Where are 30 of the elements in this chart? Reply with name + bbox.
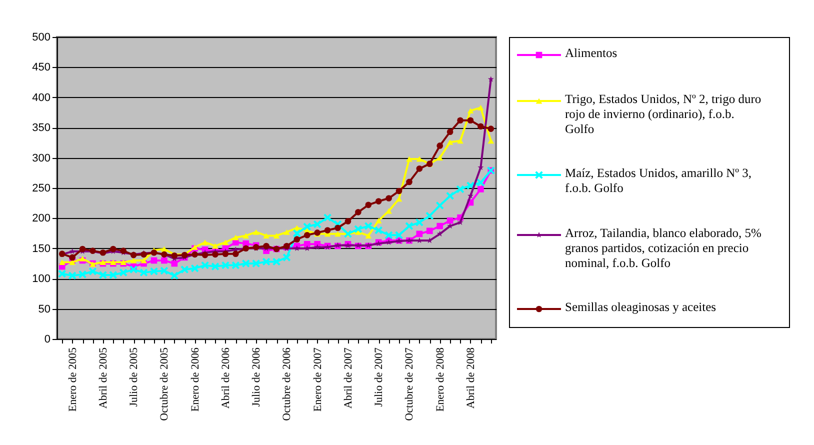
y-tick-label: 300 (32, 152, 50, 164)
x-tick-label: Abril de 2005 (97, 347, 110, 409)
y-tick-label: 150 (32, 242, 50, 255)
legend-label: Trigo, Estados Unidos, Nº 2, trigo duro rojo de invierno (ordinario), f.o.b. Golfo (565, 92, 762, 136)
x-tick-label: Octubre de 2006 (281, 347, 294, 421)
x-tick-label: Enero de 2007 (312, 347, 324, 412)
y-tick-label: 100 (32, 273, 50, 286)
x-tick-label: Julio de 2007 (373, 347, 386, 407)
legend-label: Maíz, Estados Unidos, amarillo Nº 3, f.o.b. Golfo (565, 166, 752, 195)
x-tick-label: Abril de 2008 (464, 347, 477, 409)
x-tick-label: Julio de 2006 (250, 347, 263, 407)
y-tick-label: 250 (32, 182, 50, 194)
x-tick-label: Abril de 2006 (220, 347, 232, 409)
legend-label: Semillas oleaginosas y aceites (565, 300, 716, 314)
x-tick-label: Abril de 2007 (342, 347, 354, 409)
legend-label: Alimentos (565, 46, 618, 60)
x-tick-label: Enero de 2005 (66, 347, 79, 412)
y-tick-label: 450 (32, 62, 50, 74)
x-tick-label: Enero de 2006 (189, 347, 202, 412)
x-tick-label: Octubre de 2007 (404, 347, 416, 421)
legend-label: Arroz, Tailandia, blanco elaborado, 5% granos partidos, cotización en precio nominal, f.o.b. Golfo (565, 226, 762, 270)
x-tick-label: Julio de 2005 (128, 347, 140, 407)
y-tick-label: 500 (32, 32, 50, 44)
y-tick-label: 350 (32, 122, 50, 134)
y-tick-label: 0 (44, 334, 50, 346)
y-tick-label: 200 (32, 212, 50, 225)
y-tick-label: 50 (38, 303, 50, 316)
y-tick-label: 400 (32, 92, 50, 104)
x-tick-label: Enero de 2008 (434, 347, 446, 412)
x-tick-label: Octubre de 2005 (158, 347, 171, 421)
